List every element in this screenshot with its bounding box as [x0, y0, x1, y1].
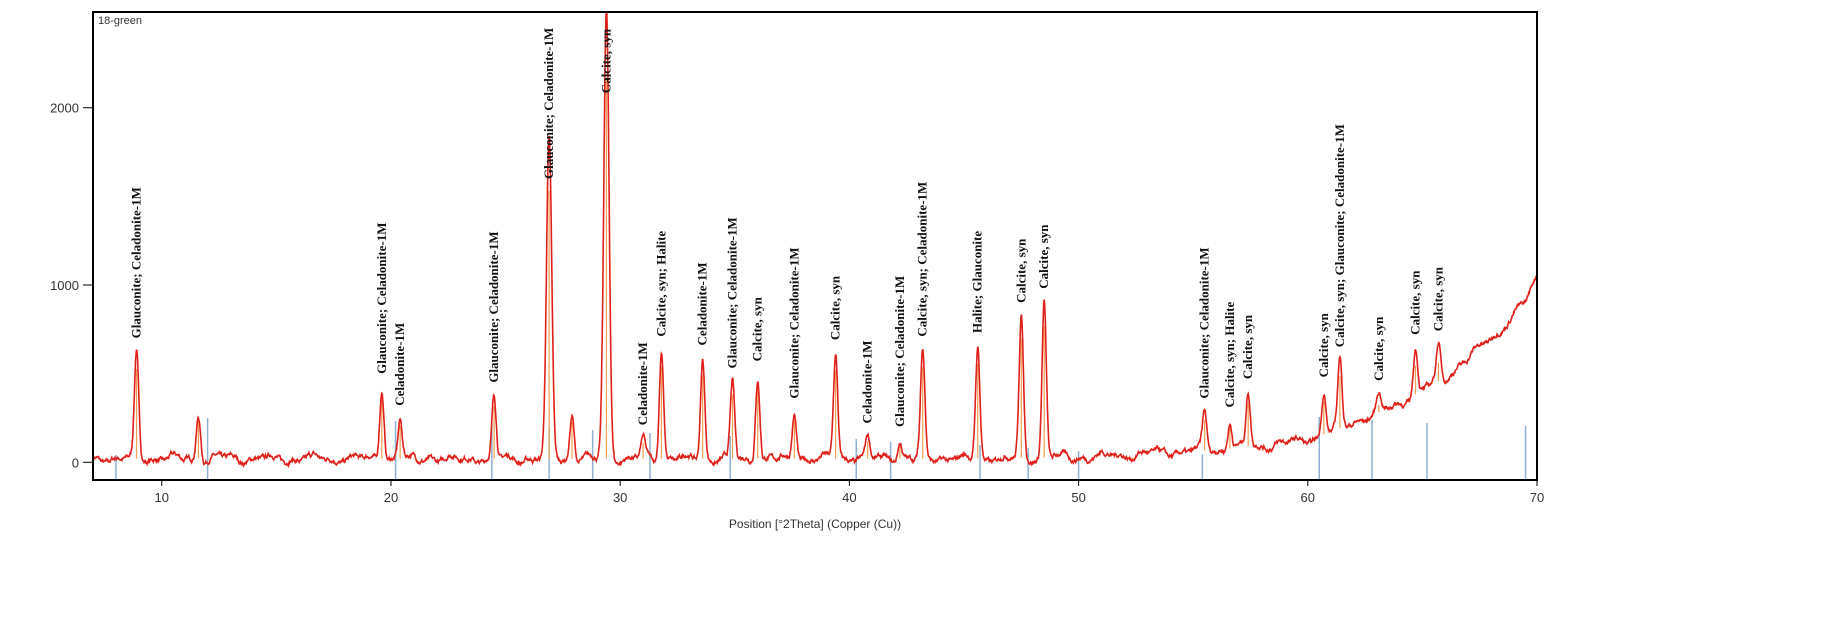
- peak-label: Celadonite-1M: [695, 262, 710, 345]
- peak-label: Glauconite; Celadonite-1M: [374, 223, 389, 374]
- peak-label: Calcite, syn; Glauconite; Celadonite-1M: [1332, 124, 1347, 347]
- phase-sticks: [135, 78, 1440, 459]
- x-tick-label: 30: [613, 490, 627, 505]
- peak-label: Calcite, syn; Halite: [653, 231, 668, 337]
- x-tick-label: 70: [1530, 490, 1544, 505]
- peak-label: Glauconite; Celadonite-1M: [724, 217, 739, 368]
- peak-label: Calcite, syn: [1408, 270, 1423, 335]
- x-axis-title: Position [°2Theta] (Copper (Cu)): [729, 517, 901, 531]
- peak-label: Celadonite-1M: [860, 340, 875, 423]
- peak-label: Calcite, syn: [1371, 316, 1386, 381]
- peak-label: Glauconite; Celadonite-1M: [129, 187, 144, 338]
- peak-annotations: Glauconite; Celadonite-1M Glauconite; Cel…: [129, 28, 1446, 427]
- peak-label: Glauconite; Celadonite-1M: [486, 231, 501, 382]
- y-axis-ticks: 0 1000 2000: [50, 101, 93, 470]
- peak-label: Glauconite; Celadonite-1M: [786, 247, 801, 398]
- reference-sticks: [115, 417, 1527, 480]
- x-axis-ticks: 10 20 30 40 50 60 70: [155, 480, 1544, 505]
- peak-label: Calcite, syn: [750, 296, 765, 361]
- y-tick-label: 0: [72, 455, 79, 470]
- y-tick-label: 2000: [50, 101, 79, 116]
- peak-label: Calcite, syn: [1036, 224, 1051, 289]
- plot-frame: [92, 11, 1538, 481]
- x-tick-label: 60: [1301, 490, 1315, 505]
- peak-label: Calcite, syn; Halite: [1222, 301, 1237, 407]
- diffraction-pattern-line: [93, 12, 1537, 469]
- peak-label: Calcite, syn: [1240, 314, 1255, 379]
- x-tick-label: 40: [842, 490, 856, 505]
- peak-label: Glauconite; Celadonite-1M: [892, 276, 907, 427]
- x-tick-label: 10: [155, 490, 169, 505]
- y-tick-label: 1000: [50, 278, 79, 293]
- peak-label: Celadonite-1M: [392, 323, 407, 406]
- peak-label: Glauconite; Celadonite-1M: [541, 28, 556, 179]
- peak-label: Calcite, syn: [828, 275, 843, 340]
- peak-label: Calcite, syn; Celadonite-1M: [915, 182, 930, 337]
- x-tick-label: 50: [1071, 490, 1085, 505]
- peak-label: Calcite, syn: [1430, 266, 1445, 331]
- peak-label: Halite; Glauconite: [970, 231, 985, 333]
- peak-label: Glauconite; Celadonite-1M: [1197, 247, 1212, 398]
- peak-label: Calcite, syn: [1316, 312, 1331, 377]
- sample-name: 18-green: [98, 15, 142, 27]
- x-tick-label: 20: [384, 490, 398, 505]
- peak-label: Calcite, syn: [598, 28, 613, 93]
- peak-label: Calcite, syn: [1013, 238, 1028, 303]
- peak-label: Celadonite-1M: [635, 342, 650, 425]
